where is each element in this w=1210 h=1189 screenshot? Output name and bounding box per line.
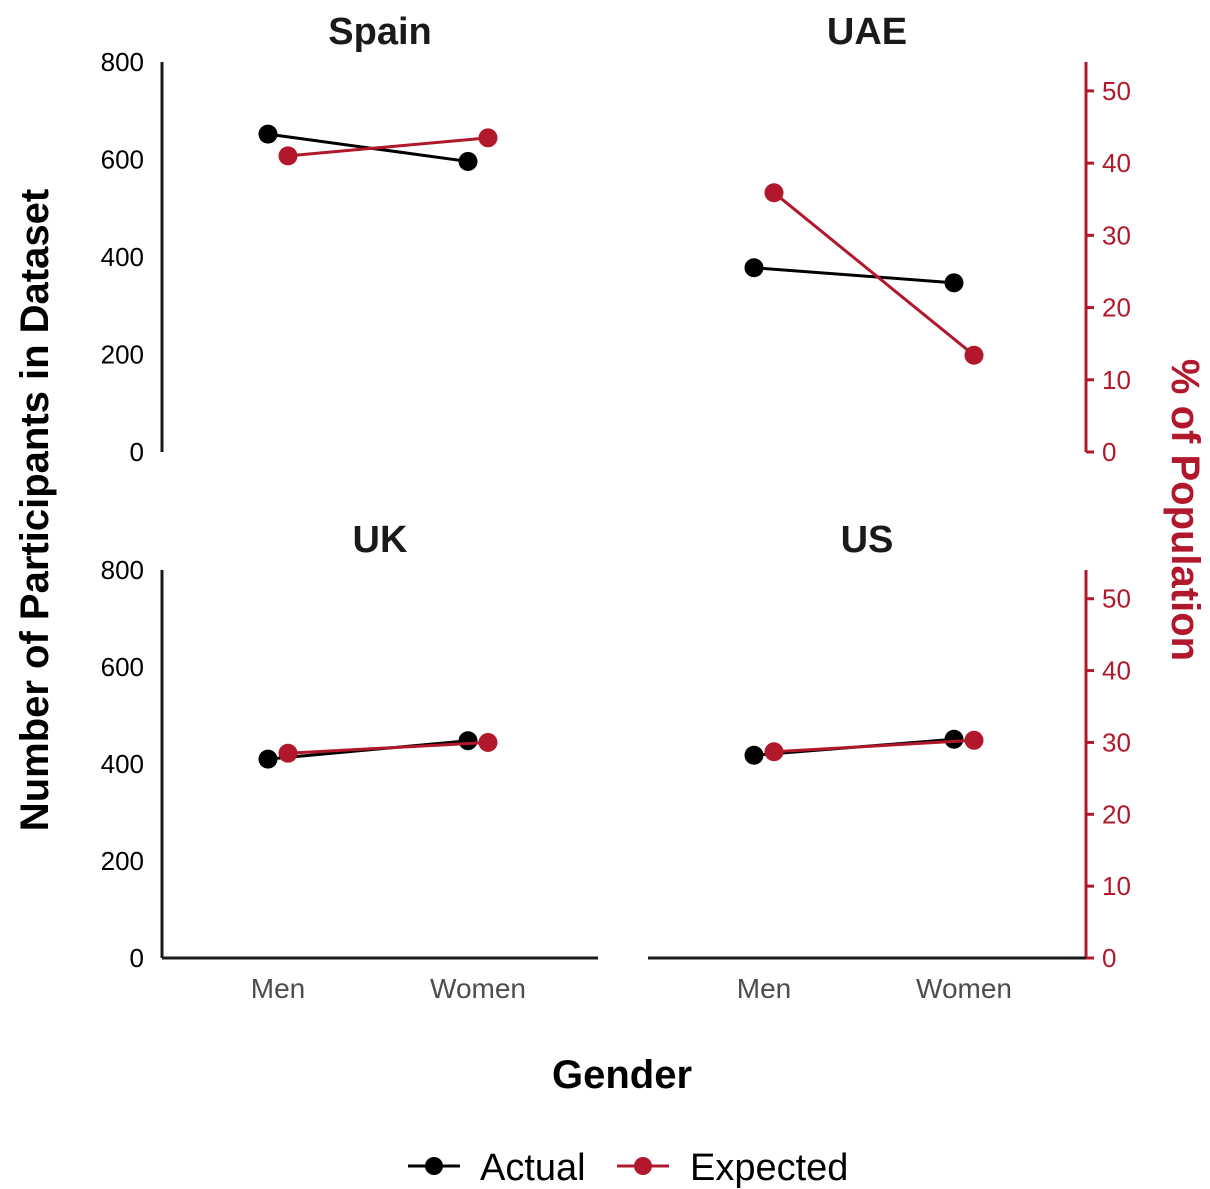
expected-series-line — [773, 738, 975, 754]
expected-series-line — [287, 740, 489, 755]
legend-expected-label: Expected — [690, 1147, 848, 1189]
actual-point-men — [744, 258, 764, 278]
y2-tick-label: 10 — [1102, 871, 1131, 901]
y2-tick-label: 20 — [1102, 293, 1131, 323]
x-tick-label: Women — [916, 973, 1012, 1004]
panels-layer: Spain0200400600800UAE01020304050UK020040… — [101, 11, 1131, 1004]
expected-series-line — [287, 136, 489, 158]
x-tick-label: Women — [430, 973, 526, 1004]
legend: Actual Expected — [408, 1147, 848, 1189]
legend-expected-marker — [634, 1157, 652, 1175]
y2-tick-label: 0 — [1102, 437, 1116, 467]
y2-axis-title: % of Population — [1163, 359, 1207, 661]
y-tick-label: 200 — [101, 846, 144, 876]
y-tick-label: 200 — [101, 340, 144, 370]
expected-point-women — [964, 730, 984, 750]
x-tick-label: Men — [251, 973, 305, 1004]
y2-tick-label: 20 — [1102, 799, 1131, 829]
y-tick-label: 400 — [101, 749, 144, 779]
actual-point-women — [458, 151, 478, 171]
actual-point-men — [258, 124, 278, 144]
expected-point-men — [764, 742, 784, 762]
y2-tick-label: 30 — [1102, 727, 1131, 757]
panel-spain: Spain 0 200 400 600 800 — [101, 11, 498, 467]
expected-point-men — [764, 183, 784, 203]
panel-title-uk: UK — [353, 519, 408, 561]
y-tick-label: 600 — [101, 652, 144, 682]
y-tick-label: 600 — [101, 145, 144, 175]
legend-actual-label: Actual — [480, 1147, 586, 1189]
y-tick-label: 0 — [130, 437, 144, 467]
y-axis-title: Number of Participants in Dataset — [13, 189, 57, 831]
y-tick-label: 0 — [130, 943, 144, 973]
expected-point-men — [278, 743, 298, 763]
actual-point-men — [258, 749, 278, 769]
actual-point-men — [744, 745, 764, 765]
panel-title-spain: Spain — [328, 11, 431, 53]
panel-title-uae: UAE — [827, 11, 907, 53]
x-axis-title: Gender — [552, 1053, 692, 1097]
y2-tick-label: 50 — [1102, 584, 1131, 614]
y2-tick-label: 10 — [1102, 365, 1131, 395]
legend-actual-marker — [425, 1157, 443, 1175]
panel-us: US 0 10 20 30 40 50 Men Women — [648, 519, 1131, 1004]
expected-point-women — [478, 732, 498, 752]
y-tick-label: 800 — [101, 555, 144, 585]
panel-uk: UK 0 200 400 600 800 Men Women — [101, 519, 598, 1004]
expected-series-line — [773, 191, 975, 357]
expected-point-women — [478, 128, 498, 148]
y2-tick-label: 0 — [1102, 943, 1116, 973]
y2-tick-label: 50 — [1102, 76, 1131, 106]
panel-uae: UAE 0 10 20 30 40 50 — [744, 11, 1131, 467]
actual-point-women — [458, 731, 478, 751]
y-tick-label: 400 — [101, 242, 144, 272]
actual-point-women — [944, 729, 964, 749]
actual-series-line — [753, 266, 955, 285]
y-tick-label: 800 — [101, 47, 144, 77]
actual-point-women — [944, 273, 964, 293]
y2-tick-label: 40 — [1102, 656, 1131, 686]
expected-point-women — [964, 345, 984, 365]
expected-point-men — [278, 146, 298, 166]
x-tick-label: Men — [737, 973, 791, 1004]
y2-tick-label: 40 — [1102, 148, 1131, 178]
y2-tick-label: 30 — [1102, 220, 1131, 250]
panel-title-us: US — [841, 519, 894, 561]
